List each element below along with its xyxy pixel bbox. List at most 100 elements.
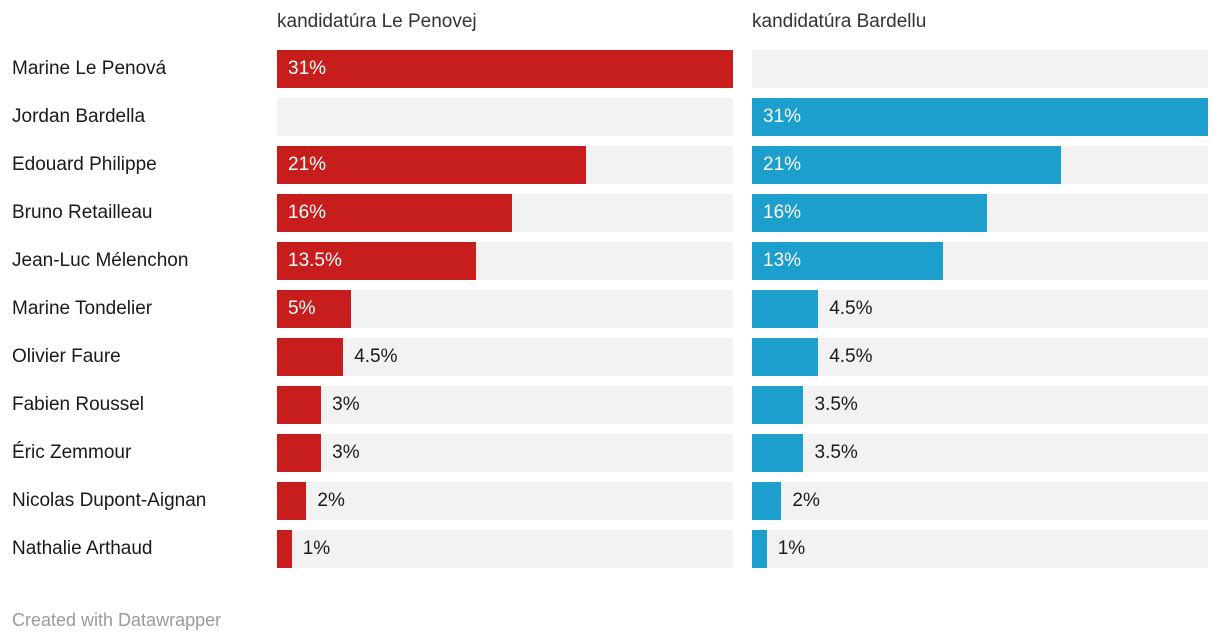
chart-row: Jean-Luc Mélenchon 13.5% 13% [12, 242, 1208, 280]
bar [277, 50, 733, 88]
chart-row: Nathalie Arthaud 1% 1% [12, 530, 1208, 568]
column-headers: kandidatúra Le Penovej kandidatúra Barde… [12, 0, 1208, 50]
bar-track: 13% [752, 242, 1208, 280]
bar-track: 21% [277, 146, 733, 184]
bar [277, 338, 344, 376]
bar [752, 194, 988, 232]
bar-value-label: 3% [332, 442, 360, 463]
bar-value-label: 4.5% [829, 298, 873, 319]
bar [277, 146, 586, 184]
category-label: Olivier Faure [12, 346, 121, 367]
bar-track: 31% [752, 98, 1208, 136]
chart-row: Jordan Bardella 31% [12, 98, 1208, 136]
bar [752, 530, 767, 568]
bar-value-label: 21% [288, 154, 327, 175]
bar-value-label: 1% [777, 538, 806, 559]
category-label: Éric Zemmour [12, 442, 132, 463]
chart-row: Edouard Philippe 21% 21% [12, 146, 1208, 184]
footer: Created with Datawrapper [0, 610, 1220, 631]
bar [752, 434, 804, 472]
column-gap [733, 290, 752, 328]
bar-value-label: 4.5% [354, 346, 398, 367]
bar-value-label: 4.5% [829, 346, 873, 367]
chart-row: Fabien Roussel 3% 3.5% [12, 386, 1208, 424]
bar-value-label: 13% [763, 250, 802, 271]
column-gap [733, 338, 752, 376]
bar-track: 16% [752, 194, 1208, 232]
split-bars-chart: kandidatúra Le Penovej kandidatúra Barde… [12, 0, 1208, 568]
chart-row: Bruno Retailleau 16% 16% [12, 194, 1208, 232]
bar-value-label: 2% [792, 490, 820, 511]
bar-track: 2% [277, 482, 733, 520]
bar [277, 530, 292, 568]
bar [752, 338, 819, 376]
bar-track: 16% [277, 194, 733, 232]
chart-row: Olivier Faure 4.5% 4.5% [12, 338, 1208, 376]
bar-track: 31% [277, 50, 733, 88]
bar [752, 482, 782, 520]
bar-track: 13.5% [277, 242, 733, 280]
column-gap [733, 434, 752, 472]
column-gap [733, 146, 752, 184]
bar [752, 242, 944, 280]
column-gap [733, 98, 752, 136]
bar-value-label: 31% [763, 106, 802, 127]
bar-track: 1% [752, 530, 1208, 568]
category-label: Jordan Bardella [12, 106, 146, 127]
bar [277, 482, 307, 520]
chart-row: Nicolas Dupont-Aignan 2% 2% [12, 482, 1208, 520]
chart-row: Éric Zemmour 3% 3.5% [12, 434, 1208, 472]
bar [277, 290, 351, 328]
bar-track: 3.5% [752, 386, 1208, 424]
chart-row: Marine Tondelier 5% 4.5% [12, 290, 1208, 328]
bar-value-label: 13.5% [288, 250, 342, 271]
bar [752, 146, 1061, 184]
bar-track [277, 98, 733, 136]
bar-rows: Marine Le Penová 31% Jordan Bardella 31% Edo… [12, 50, 1208, 568]
bar [752, 386, 804, 424]
bar-track: 3.5% [752, 434, 1208, 472]
category-label: Nicolas Dupont-Aignan [12, 490, 207, 511]
column-gap [733, 50, 752, 88]
bar-track: 4.5% [752, 338, 1208, 376]
bar-track: 4.5% [277, 338, 733, 376]
bar-track: 4.5% [752, 290, 1208, 328]
bar-value-label: 3.5% [814, 442, 858, 463]
category-label: Bruno Retailleau [12, 202, 153, 223]
bar [752, 290, 819, 328]
bar-value-label: 3.5% [814, 394, 858, 415]
column-gap [733, 530, 752, 568]
bar-track: 1% [277, 530, 733, 568]
bar-track: 5% [277, 290, 733, 328]
bar-value-label: 2% [317, 490, 345, 511]
column-gap [733, 242, 752, 280]
bar [277, 242, 476, 280]
bar-value-label: 3% [332, 394, 360, 415]
column-header-le-pen: kandidatúra Le Penovej [277, 11, 477, 32]
column-header-bardella: kandidatúra Bardellu [752, 11, 927, 32]
category-label: Marine Le Penová [12, 58, 167, 79]
bar [277, 434, 322, 472]
bar-track: 3% [277, 386, 733, 424]
category-label: Nathalie Arthaud [12, 538, 153, 559]
column-gap [733, 194, 752, 232]
bar-track [752, 50, 1208, 88]
column-gap [733, 386, 752, 424]
column-gap [733, 482, 752, 520]
bar-track: 21% [752, 146, 1208, 184]
bar-value-label: 16% [288, 202, 327, 223]
bar-value-label: 21% [763, 154, 802, 175]
category-label: Edouard Philippe [12, 154, 157, 175]
bar-value-label: 31% [288, 58, 327, 79]
bar-value-label: 1% [302, 538, 331, 559]
bar-track: 2% [752, 482, 1208, 520]
bar [277, 386, 322, 424]
category-label: Fabien Roussel [12, 394, 145, 415]
category-label: Jean-Luc Mélenchon [12, 250, 189, 271]
datawrapper-credit-link[interactable]: Created with Datawrapper [12, 610, 222, 630]
bar-value-label: 5% [288, 298, 316, 319]
bar [277, 194, 513, 232]
bar-track: 3% [277, 434, 733, 472]
bar-value-label: 16% [763, 202, 802, 223]
chart-row: Marine Le Penová 31% [12, 50, 1208, 88]
